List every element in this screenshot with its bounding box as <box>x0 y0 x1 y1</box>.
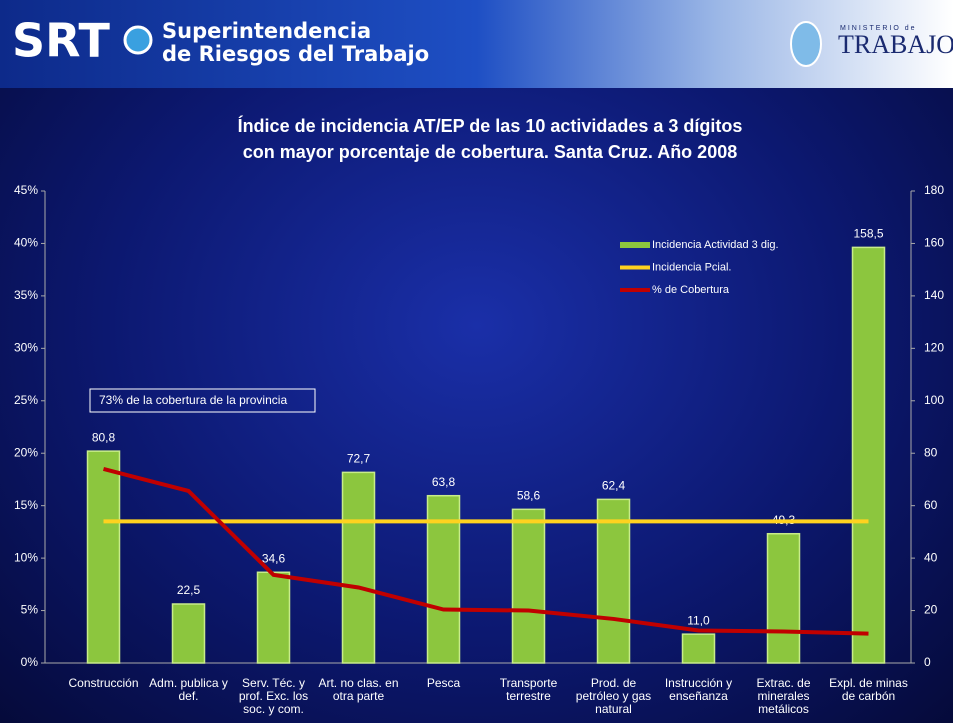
chart-subtitle: con mayor porcentaje de cobertura. Santa… <box>243 142 737 162</box>
bar <box>426 494 461 664</box>
y-tick-label: 35% <box>14 288 38 302</box>
bar <box>86 450 121 664</box>
x-tick-label: Serv. Téc. y prof. Exc. los soc. y com. <box>238 676 309 716</box>
y-tick-label: 20% <box>14 445 38 459</box>
y2-tick-label: 0 <box>924 655 931 669</box>
data-label: 63,8 <box>432 475 456 489</box>
bar <box>511 508 546 664</box>
y-tick-label: 10% <box>14 550 38 564</box>
bar <box>766 532 801 664</box>
data-label: 34,6 <box>262 551 286 565</box>
y2-tick-label: 120 <box>924 341 944 355</box>
y2-tick-label: 180 <box>924 183 944 197</box>
x-tick-label: Adm. publica y def. <box>149 676 228 703</box>
y-tick-label: 25% <box>14 393 38 407</box>
x-tick-label: Pesca <box>426 676 461 690</box>
logo: SRT <box>12 14 110 68</box>
bar <box>596 498 631 664</box>
legend-label: Incidencia Actividad 3 dig. <box>652 239 779 251</box>
org-line1: Superintendencia <box>162 19 371 43</box>
annotation-box <box>89 388 316 413</box>
x-tick-label: Expl. de minas de carbón <box>829 676 908 703</box>
bar <box>681 633 716 664</box>
data-label: 158,5 <box>853 227 883 241</box>
data-label: 72,7 <box>347 452 371 466</box>
data-label: 62,4 <box>602 479 626 493</box>
x-tick-label: Transporte terrestre <box>499 676 558 703</box>
y-tick-label: 45% <box>14 183 38 197</box>
line <box>102 467 869 636</box>
x-tick-label: Instrucción y enseñanza <box>664 676 733 703</box>
y2-tick-label: 80 <box>924 445 938 459</box>
y2-tick-label: 40 <box>924 550 938 564</box>
chart-title: Índice de incidencia AT/EP de las 10 act… <box>238 115 743 136</box>
x-tick-label: Construcción <box>68 676 139 690</box>
y2-tick-label: 140 <box>924 288 944 302</box>
x-tick-label: Prod. de petróleo y gas natural <box>575 676 652 716</box>
data-label: 22,5 <box>177 583 201 597</box>
legend-label: Incidencia Pcial. <box>652 261 732 273</box>
data-label: 11,0 <box>687 613 710 627</box>
y2-tick-label: 100 <box>924 393 944 407</box>
y-tick-label: 15% <box>14 498 38 512</box>
x-tick-label: Extrac. de minerales metálicos <box>756 676 811 716</box>
bar <box>256 571 291 664</box>
logo-icon <box>123 25 153 55</box>
ministry-small: MINISTERIO de <box>840 25 917 32</box>
bar <box>851 246 886 664</box>
y-tick-label: 5% <box>21 603 39 617</box>
y2-tick-label: 160 <box>924 236 944 250</box>
bar <box>341 471 376 664</box>
org-line2: de Riesgos del Trabajo <box>162 42 429 66</box>
x-tick-label: Art. no clas. en otra parte <box>318 676 399 703</box>
y-tick-label: 30% <box>14 341 38 355</box>
y-tick-label: 0% <box>21 655 39 669</box>
y-tick-label: 40% <box>14 236 38 250</box>
legend-label: % de Cobertura <box>652 284 730 296</box>
y2-tick-label: 60 <box>924 498 938 512</box>
y2-tick-label: 20 <box>924 603 938 617</box>
ministry-emblem <box>790 21 822 67</box>
legend-swatch <box>620 242 650 248</box>
data-label: 58,6 <box>517 489 541 503</box>
data-label: 80,8 <box>92 430 116 444</box>
ministry: TRABAJO <box>838 30 953 59</box>
bar <box>171 603 206 664</box>
annotation: 73% de la cobertura de la provincia <box>99 393 287 407</box>
